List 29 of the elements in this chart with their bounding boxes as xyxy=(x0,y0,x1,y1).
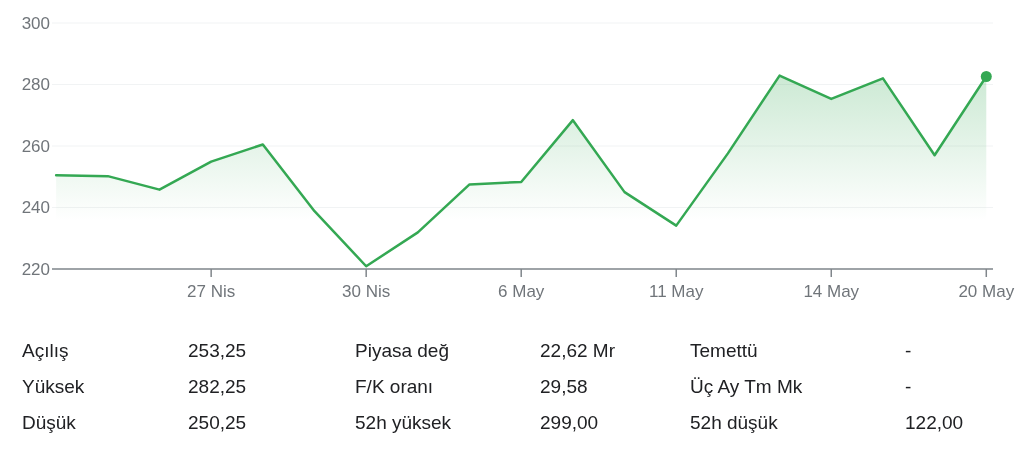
text: 299,00 xyxy=(540,412,599,433)
text: 282,25 xyxy=(188,376,247,397)
text: - xyxy=(905,376,912,397)
x-tick-label: 11 May xyxy=(648,282,704,301)
y-tick-label: 220 xyxy=(21,259,50,279)
x-tick-label: 30 Nis xyxy=(342,282,391,301)
y-tick-label: 240 xyxy=(21,198,50,218)
y-tick-label: 300 xyxy=(21,13,50,33)
y-tick-label: 280 xyxy=(21,75,50,95)
text: Temettü xyxy=(690,340,758,361)
text: Yüksek xyxy=(22,376,85,397)
text: 29,58 xyxy=(540,376,588,397)
text: 22,62 Mr xyxy=(540,340,616,361)
x-tick-label: 20 May xyxy=(958,282,1015,301)
x-tick-label: 6 May xyxy=(498,282,545,301)
text: 122,00 xyxy=(905,412,964,433)
text: Piyasa değ xyxy=(355,340,450,361)
text: Açılış xyxy=(22,340,69,361)
text: 52h düşük xyxy=(690,412,779,433)
x-tick-label: 14 May xyxy=(803,282,860,301)
text: Düşük xyxy=(22,412,77,433)
text: - xyxy=(905,340,912,361)
text: 52h yüksek xyxy=(355,412,452,433)
text: 253,25 xyxy=(188,340,247,361)
x-tick-label: 27 Nis xyxy=(187,282,236,301)
text: F/K oranı xyxy=(355,376,434,397)
y-tick-label: 260 xyxy=(21,136,50,156)
text: 250,25 xyxy=(188,412,247,433)
text: Üç Ay Tm Mk xyxy=(690,376,803,397)
